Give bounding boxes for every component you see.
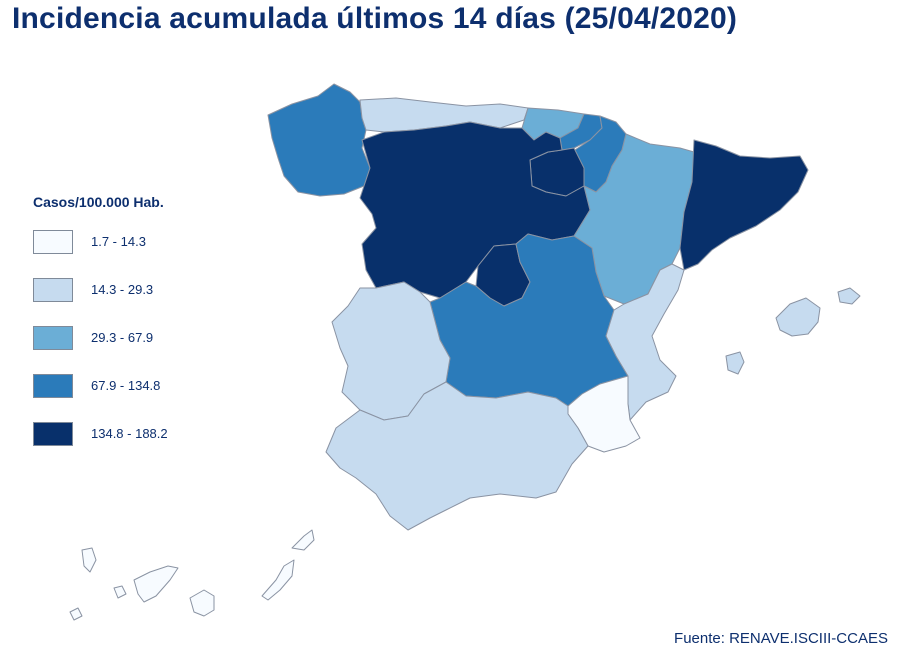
legend-swatch	[33, 374, 73, 398]
map-legend: Casos/100.000 Hab. 1.7 - 14.3 14.3 - 29.…	[33, 194, 233, 470]
source-note: Fuente: RENAVE.ISCIII-CCAES	[674, 630, 888, 647]
map-title: Incidencia acumulada últimos 14 días (25…	[12, 2, 738, 35]
legend-label: 134.8 - 188.2	[91, 426, 168, 441]
region-andalucia[interactable]	[325, 381, 589, 531]
legend-swatch	[33, 326, 73, 350]
legend-label: 1.7 - 14.3	[91, 234, 146, 249]
legend-item: 29.3 - 67.9	[33, 326, 233, 352]
region-comunitat-valenciana[interactable]	[605, 263, 685, 421]
region-canarias[interactable]	[189, 589, 215, 617]
region-canarias[interactable]	[113, 585, 127, 599]
region-illes-balears[interactable]	[775, 297, 821, 337]
legend-swatch	[33, 230, 73, 254]
region-canarias[interactable]	[261, 559, 295, 601]
legend-label: 29.3 - 67.9	[91, 330, 154, 345]
legend-item: 134.8 - 188.2	[33, 422, 233, 448]
legend-item: 67.9 - 134.8	[33, 374, 233, 400]
legend-item: 1.7 - 14.3	[33, 230, 233, 256]
legend-label: 67.9 - 134.8	[91, 378, 161, 393]
legend-swatch	[33, 422, 73, 446]
region-canarias[interactable]	[81, 547, 97, 573]
legend-swatch	[33, 278, 73, 302]
legend-label: 14.3 - 29.3	[91, 282, 154, 297]
region-illes-balears[interactable]	[837, 287, 861, 305]
region-illes-balears[interactable]	[725, 351, 745, 375]
region-galicia[interactable]	[267, 83, 371, 197]
region-canarias[interactable]	[133, 565, 179, 603]
region-canarias[interactable]	[291, 529, 315, 551]
legend-item: 14.3 - 29.3	[33, 278, 233, 304]
region-canarias[interactable]	[69, 607, 83, 621]
region-cataluna[interactable]	[679, 139, 809, 271]
legend-title: Casos/100.000 Hab.	[33, 194, 164, 210]
